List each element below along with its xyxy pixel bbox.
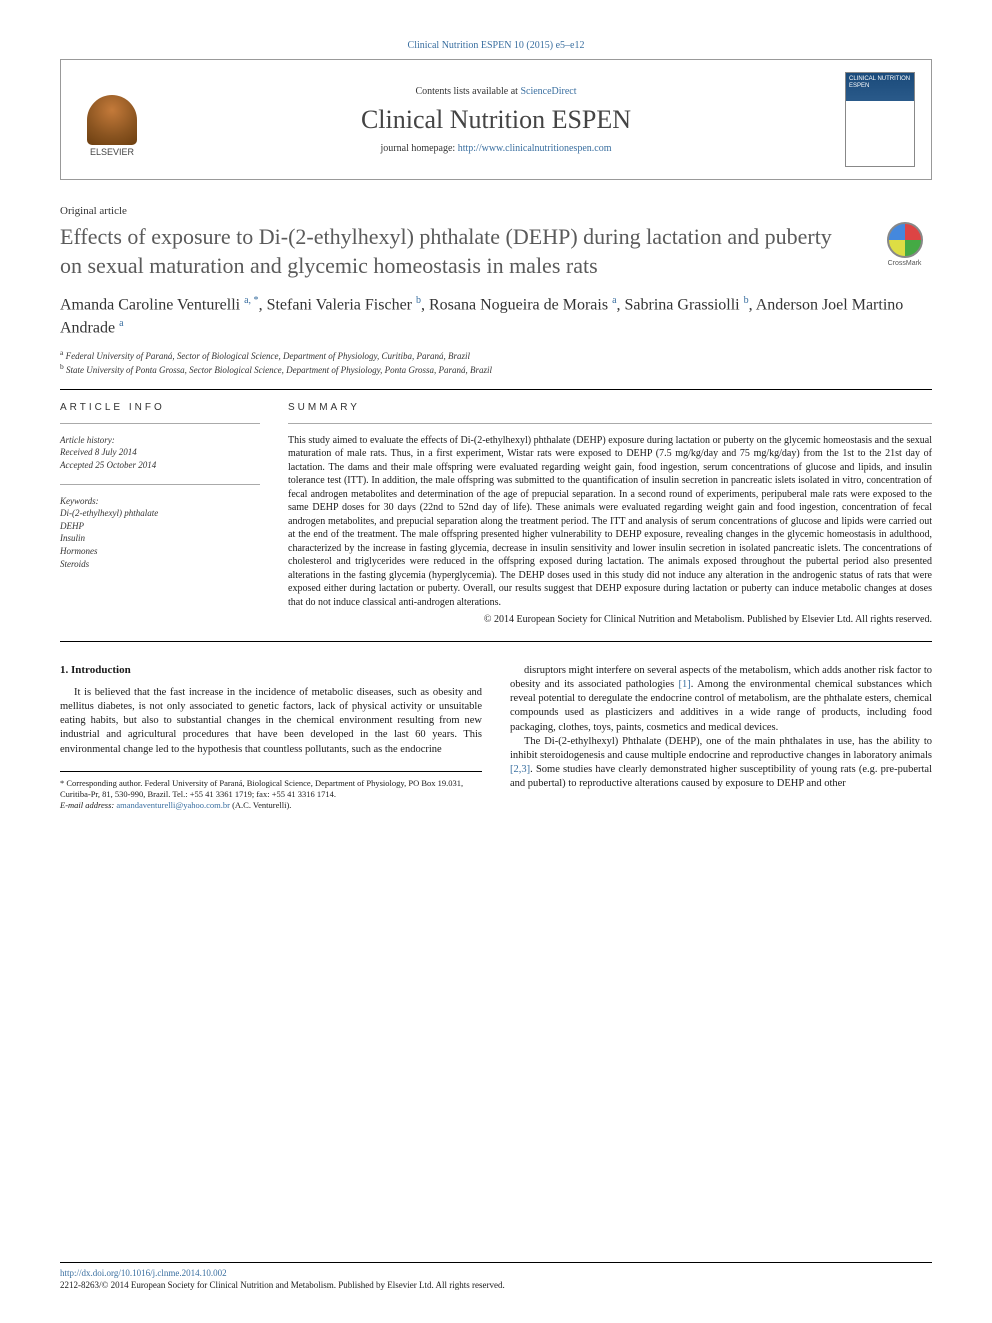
keyword: Di-(2-ethylhexyl) phthalate — [60, 508, 158, 518]
doi-link[interactable]: http://dx.doi.org/10.1016/j.clnme.2014.1… — [60, 1268, 227, 1278]
corresponding-email-link[interactable]: amandaventurelli@yahoo.com.br — [116, 800, 230, 810]
issn-copyright-line: 2212-8263/© 2014 European Society for Cl… — [60, 1280, 505, 1290]
crossmark-label: CrossMark — [888, 260, 922, 267]
introduction-heading: 1. Introduction — [60, 664, 482, 676]
body-paragraph: disruptors might interfere on several as… — [510, 664, 932, 735]
authors-list: Amanda Caroline Venturelli a, *, Stefani… — [60, 294, 932, 339]
summary-column: SUMMARY This study aimed to evaluate the… — [288, 402, 932, 627]
email-label: E-mail address: — [60, 800, 116, 810]
corresponding-text: * Corresponding author. Federal Universi… — [60, 778, 482, 800]
affiliation-b: b State University of Ponta Grossa, Sect… — [60, 362, 932, 377]
page-footer: http://dx.doi.org/10.1016/j.clnme.2014.1… — [60, 1262, 932, 1291]
journal-homepage-line: journal homepage: http://www.clinicalnut… — [147, 143, 845, 154]
article-title: Effects of exposure to Di-(2-ethylhexyl)… — [60, 223, 932, 280]
homepage-prefix: journal homepage: — [381, 143, 458, 154]
article-history: Article history: Received 8 July 2014 Ac… — [60, 434, 260, 472]
history-label: Article history: — [60, 434, 260, 447]
keywords-label: Keywords: — [60, 495, 260, 508]
corresponding-author-footer: * Corresponding author. Federal Universi… — [60, 771, 482, 811]
keyword: Insulin — [60, 533, 85, 543]
article-info-column: ARTICLE INFO Article history: Received 8… — [60, 402, 260, 627]
info-summary-row: ARTICLE INFO Article history: Received 8… — [60, 402, 932, 627]
sciencedirect-link[interactable]: ScienceDirect — [520, 86, 576, 97]
article-info-heading: ARTICLE INFO — [60, 402, 260, 413]
section-divider — [60, 389, 932, 390]
info-divider — [60, 484, 260, 485]
affiliation-a: a Federal University of Paraná, Sector o… — [60, 348, 932, 363]
body-columns: 1. Introduction It is believed that the … — [60, 664, 932, 811]
crossmark-badge[interactable]: CrossMark — [877, 222, 932, 277]
journal-header-box: ELSEVIER Contents lists available at Sci… — [60, 59, 932, 180]
homepage-link[interactable]: http://www.clinicalnutritionespen.com — [458, 143, 612, 154]
body-left-column: 1. Introduction It is believed that the … — [60, 664, 482, 811]
accepted-date: Accepted 25 October 2014 — [60, 460, 156, 470]
elsevier-tree-icon — [87, 95, 137, 145]
keyword: DEHP — [60, 521, 84, 531]
contents-available-line: Contents lists available at ScienceDirec… — [147, 86, 845, 97]
elsevier-logo[interactable]: ELSEVIER — [77, 82, 147, 157]
elsevier-label: ELSEVIER — [90, 147, 134, 157]
summary-heading: SUMMARY — [288, 402, 932, 413]
email-suffix: (A.C. Venturelli). — [230, 800, 291, 810]
body-paragraph: The Di-(2-ethylhexyl) Phthalate (DEHP), … — [510, 735, 932, 792]
summary-text: This study aimed to evaluate the effects… — [288, 434, 932, 610]
journal-cover-thumbnail[interactable]: CLINICAL NUTRITION ESPEN — [845, 72, 915, 167]
cover-label: CLINICAL NUTRITION ESPEN — [849, 76, 914, 89]
article-type: Original article — [60, 205, 932, 217]
info-divider — [60, 423, 260, 424]
keyword: Hormones — [60, 546, 98, 556]
affiliations: a Federal University of Paraná, Sector o… — [60, 348, 932, 377]
section-divider — [60, 641, 932, 642]
body-paragraph: It is believed that the fast increase in… — [60, 686, 482, 757]
keyword: Steroids — [60, 559, 89, 569]
body-right-text: disruptors might interfere on several as… — [510, 664, 932, 792]
body-right-column: disruptors might interfere on several as… — [510, 664, 932, 811]
received-date: Received 8 July 2014 — [60, 447, 137, 457]
crossmark-icon — [887, 222, 923, 258]
footer-divider — [60, 1262, 932, 1263]
body-left-text: It is believed that the fast increase in… — [60, 686, 482, 757]
journal-name: Clinical Nutrition ESPEN — [147, 105, 845, 135]
header-center: Contents lists available at ScienceDirec… — [147, 86, 845, 154]
header-citation: Clinical Nutrition ESPEN 10 (2015) e5–e1… — [60, 40, 932, 51]
corresponding-email-line: E-mail address: amandaventurelli@yahoo.c… — [60, 800, 482, 811]
contents-prefix: Contents lists available at — [415, 86, 520, 97]
summary-copyright: © 2014 European Society for Clinical Nut… — [288, 613, 932, 627]
keywords-block: Keywords: Di-(2-ethylhexyl) phthalate DE… — [60, 495, 260, 571]
summary-divider — [288, 423, 932, 424]
